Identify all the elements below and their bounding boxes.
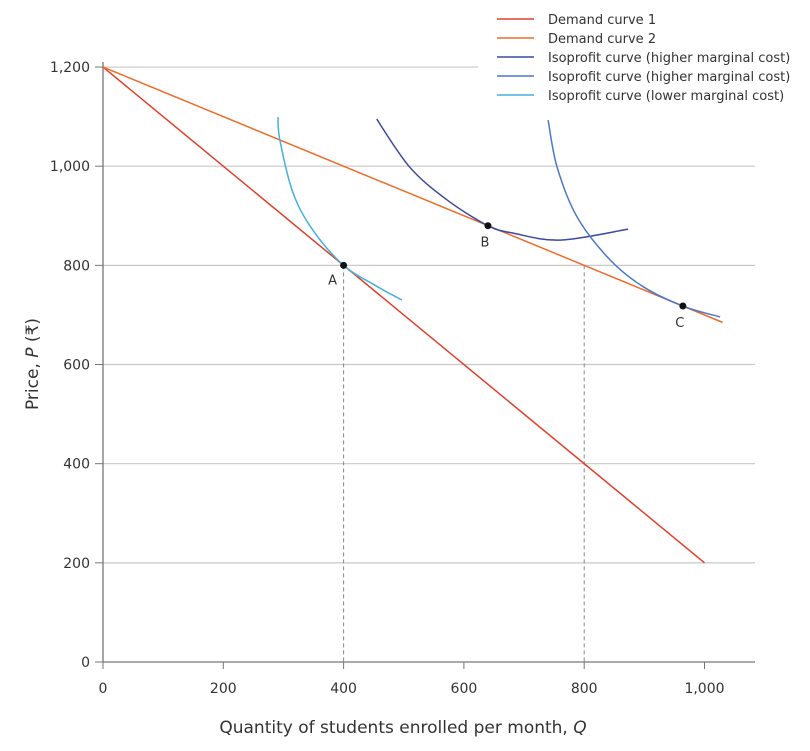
x-tick-label: 200 [210,681,237,697]
point-C [679,302,687,310]
legend-label: Isoprofit curve (higher marginal cost) [548,51,790,66]
y-tick-label: 1,000 [50,159,90,175]
series-line-5 [277,117,403,301]
x-tick-label: 600 [451,681,478,697]
legend-label: Isoprofit curve (higher marginal cost) [548,70,790,85]
y-tick-label: 600 [63,358,90,374]
y-tick-label: 400 [63,457,90,473]
point-B [484,222,492,230]
point-A [340,261,348,269]
legend-label: Demand curve 1 [548,13,656,28]
series-line-2 [102,66,723,324]
x-tick-label: 800 [571,681,598,697]
gridlines [103,66,755,564]
y-tick-label: 200 [63,556,90,572]
legend-label: Isoprofit curve (lower marginal cost) [548,89,784,104]
y-tick-label: 0 [81,655,90,671]
point-label: B [480,236,489,251]
point-label: A [328,273,337,288]
y-tick-label: 1,200 [50,60,90,76]
x-tick-label: 0 [99,681,108,697]
labelled-points: A B C [328,222,687,331]
point-label: C [675,316,684,331]
axes: 0 200 400 600 800 1,000 1,200 0 200 400 600 800 1,00… [50,60,755,697]
legend-label: Demand curve 2 [548,32,656,47]
series-lines [102,66,723,564]
series-line-3 [376,118,629,241]
y-tick-label: 800 [63,258,90,274]
x-tick-label: 1,000 [684,681,724,697]
x-axis-label: Quantity of students enrolled per month,… [219,718,586,738]
y-axis-label: Price, P (₹) [23,318,43,410]
legend: Demand curve 1 Demand curve 2 Isoprofit cu… [497,13,790,104]
series-line-1 [102,66,705,564]
x-tick-label: 400 [330,681,357,697]
series-line-4 [547,119,721,318]
